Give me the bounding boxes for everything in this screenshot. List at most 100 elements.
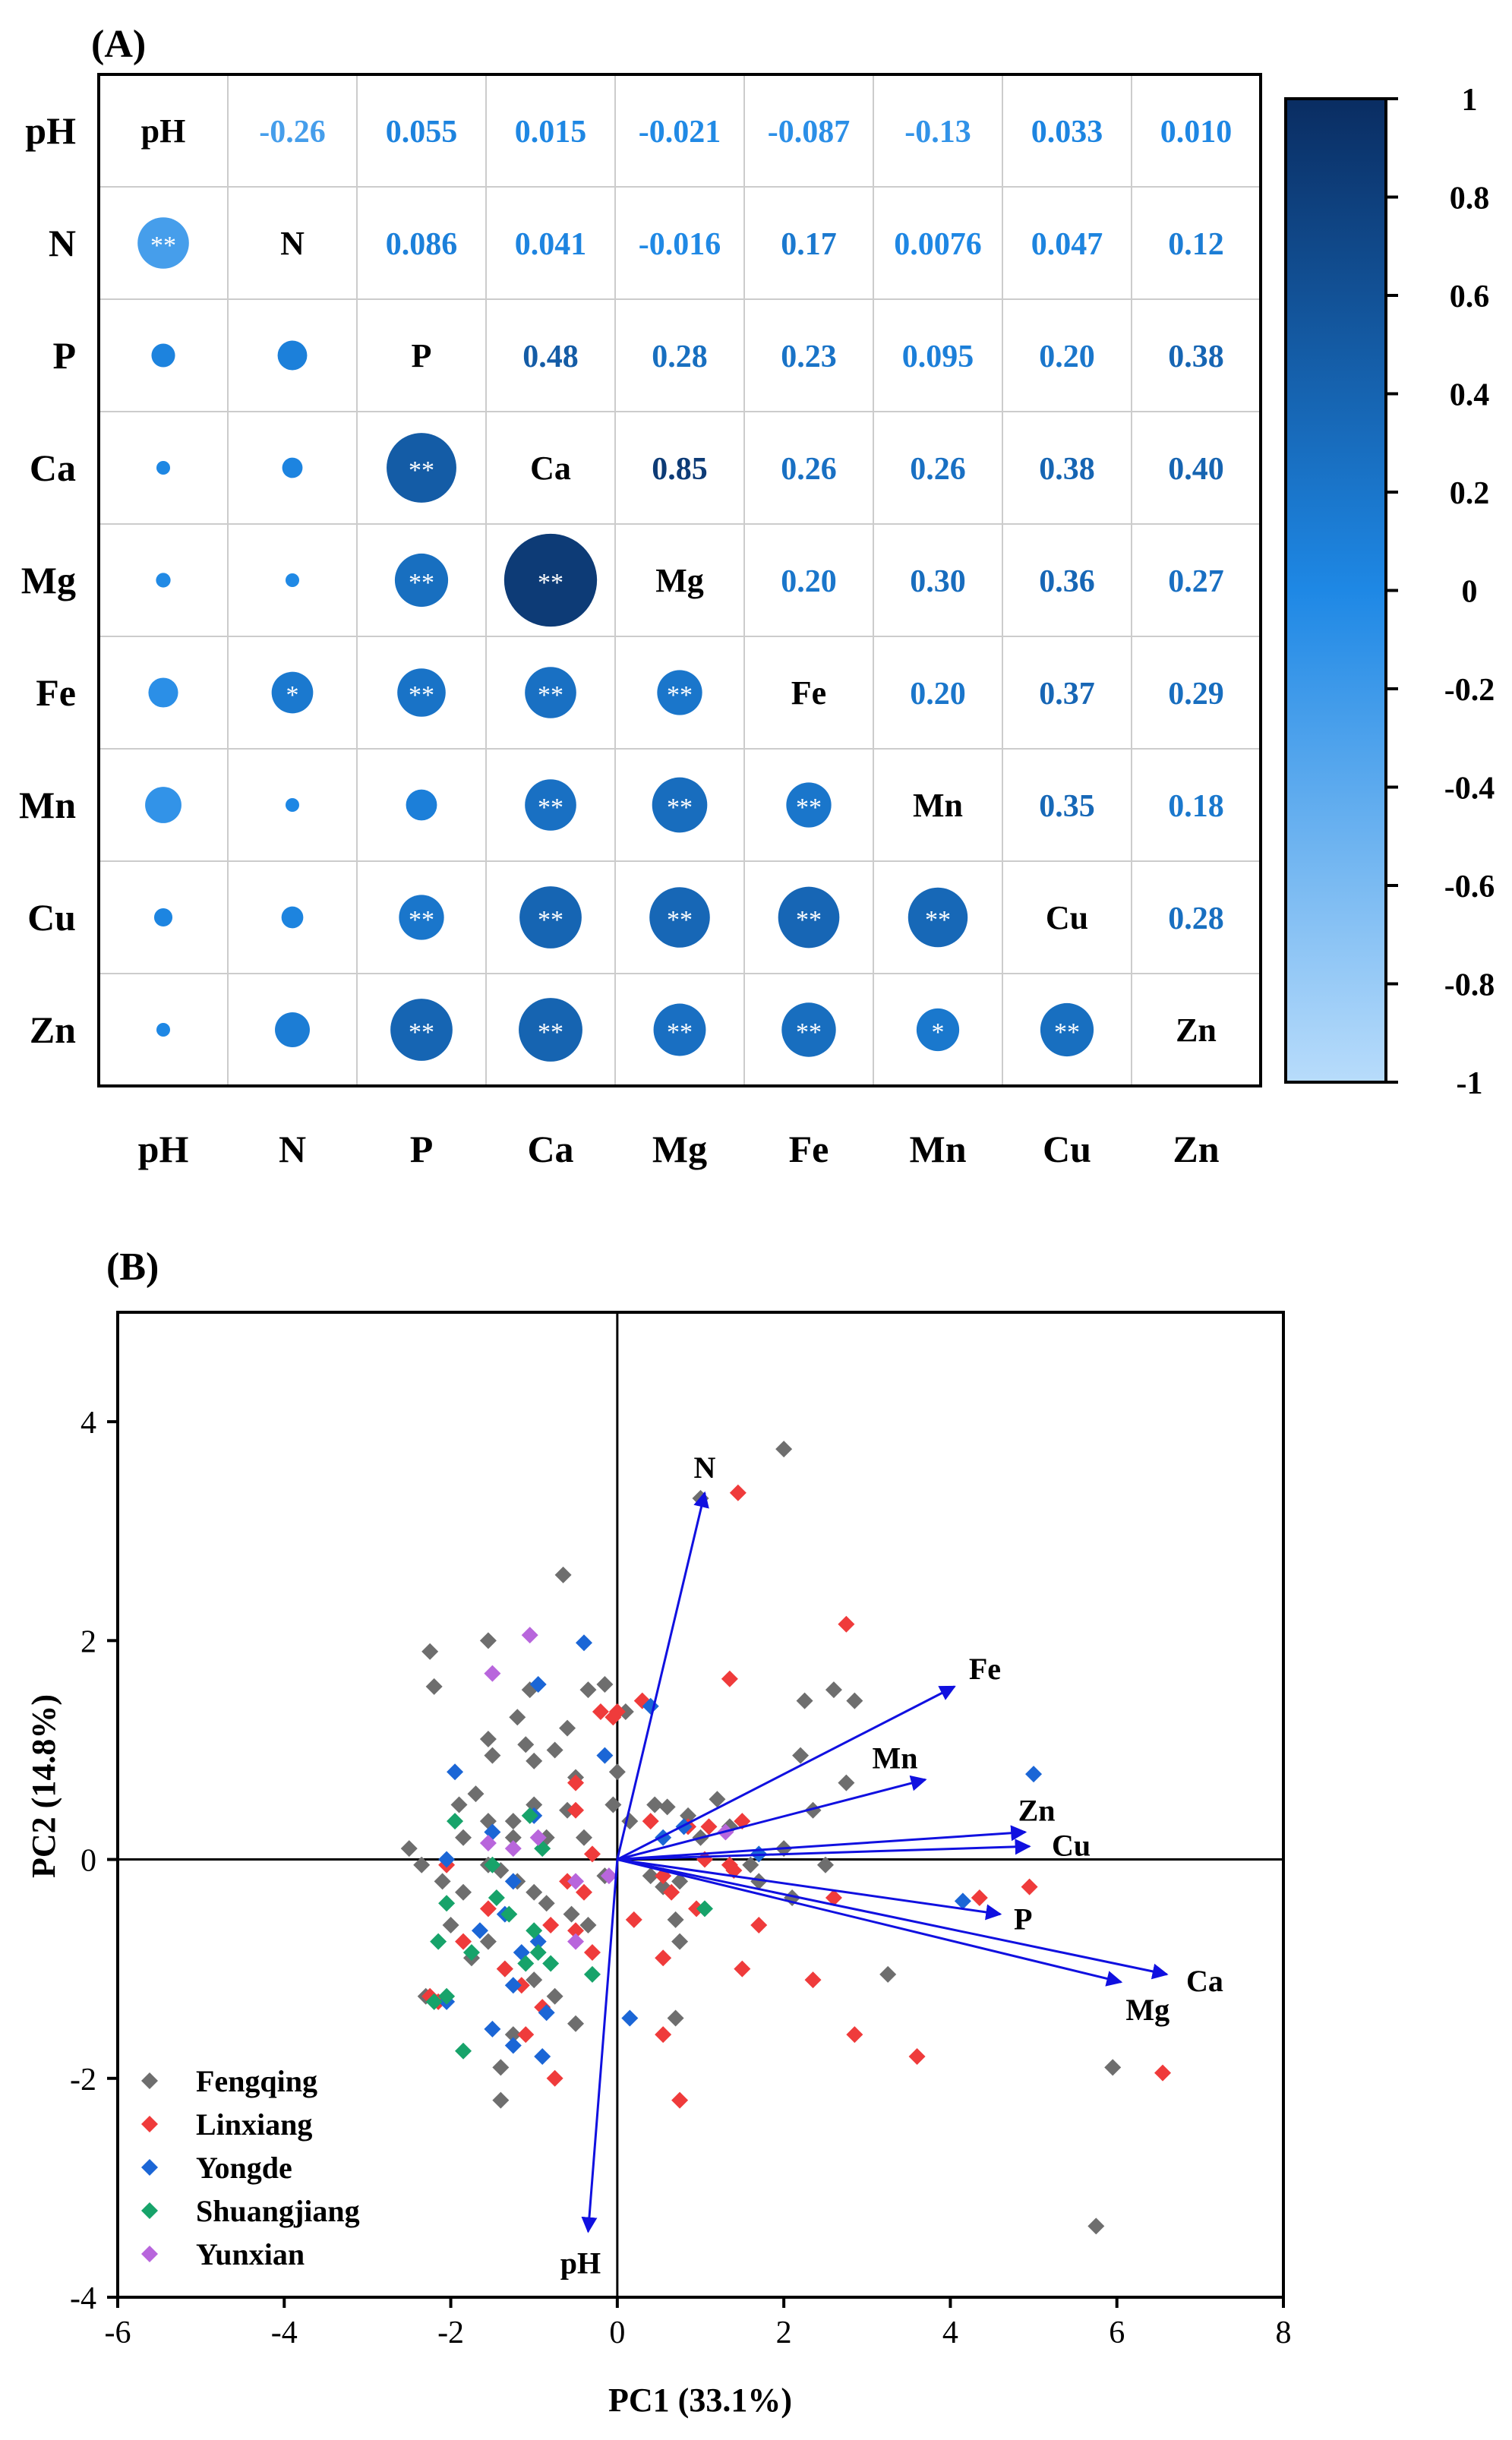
shuangjiang-point bbox=[455, 2042, 472, 2060]
linxiang-point bbox=[642, 1813, 659, 1830]
correlation-circle bbox=[282, 457, 303, 478]
column-label: P bbox=[410, 1128, 434, 1170]
fengqing-point bbox=[1104, 2059, 1122, 2076]
yongde-point bbox=[596, 1747, 614, 1764]
significance-mark: ** bbox=[538, 1018, 563, 1046]
correlation-value: 0.35 bbox=[1039, 789, 1095, 824]
colorbar-tick-label: -1 bbox=[1457, 1066, 1483, 1101]
loading-arrow-ph bbox=[581, 1859, 619, 2233]
diagonal-label: Mn bbox=[913, 787, 963, 824]
correlation-circle bbox=[153, 908, 173, 927]
column-label: pH bbox=[138, 1128, 189, 1170]
shuangjiang-point bbox=[488, 1889, 505, 1906]
correlation-value: 0.48 bbox=[522, 339, 579, 374]
panel-b-label: (B) bbox=[106, 1245, 159, 1289]
fengqing-point bbox=[504, 2026, 522, 2044]
x-tick-label: -2 bbox=[437, 2315, 464, 2350]
legend-label: Linxiang bbox=[196, 2107, 312, 2142]
yunxian-point bbox=[521, 1627, 538, 1644]
linxiang-point bbox=[625, 1911, 642, 1928]
significance-mark: ** bbox=[538, 906, 563, 934]
row-label: pH bbox=[25, 109, 76, 152]
yongde-point bbox=[534, 2047, 551, 2065]
fengqing-point bbox=[450, 1796, 468, 1813]
column-label: Fe bbox=[789, 1128, 829, 1170]
correlation-circle bbox=[525, 779, 576, 831]
legend-label: Shuangjiang bbox=[196, 2194, 360, 2228]
colorbar-tick-label: 0 bbox=[1462, 575, 1478, 610]
diagonal-label: Mg bbox=[655, 562, 704, 599]
panel-a-label: (A) bbox=[91, 23, 146, 66]
diagonal-label: P bbox=[412, 337, 432, 374]
legend-marker bbox=[141, 2246, 158, 2262]
fengqing-point bbox=[646, 1796, 664, 1813]
fengqing-point bbox=[671, 1873, 689, 1890]
correlation-value: 0.095 bbox=[902, 339, 974, 374]
correlation-value: 0.37 bbox=[1039, 677, 1095, 712]
yongde-point bbox=[484, 1823, 501, 1841]
shuangjiang-point bbox=[500, 1905, 518, 1923]
yongde-point bbox=[504, 1977, 522, 1994]
yongde-point bbox=[471, 1922, 488, 1940]
fengqing-point bbox=[825, 1681, 842, 1699]
shuangjiang-point bbox=[521, 1807, 538, 1824]
shuangjiang-point bbox=[529, 1944, 547, 1962]
fengqing-point bbox=[642, 1867, 659, 1885]
diagonal-label: Fe bbox=[791, 674, 826, 712]
row-label: Ca bbox=[30, 447, 76, 489]
correlation-circle bbox=[397, 668, 446, 717]
row-label: N bbox=[49, 222, 76, 264]
x-tick-label: 8 bbox=[1276, 2315, 1292, 2350]
shuangjiang-point bbox=[438, 1987, 456, 2005]
column-label: Cu bbox=[1043, 1128, 1091, 1170]
correlation-circle bbox=[652, 777, 708, 833]
yongde-point bbox=[513, 1944, 530, 1962]
matrix-cells: pH -0.26 0.055 0.015 -0.021 -0.087 -0.13 0.033 0… bbox=[137, 112, 1232, 1062]
colorbar-tick-label: -0.2 bbox=[1444, 673, 1495, 708]
significance-mark: ** bbox=[925, 906, 951, 934]
correlation-value: -0.13 bbox=[904, 115, 971, 150]
correlation-circle bbox=[519, 886, 582, 949]
loading-label: Ca bbox=[1186, 1964, 1223, 1998]
loading-label: P bbox=[1014, 1902, 1032, 1937]
fengqing-point bbox=[479, 1731, 497, 1748]
significance-mark: ** bbox=[409, 906, 434, 934]
correlation-value: 0.28 bbox=[652, 339, 708, 374]
linxiang-point bbox=[567, 1801, 585, 1819]
correlation-value: 0.28 bbox=[1168, 901, 1224, 936]
fengqing-point bbox=[576, 1829, 592, 1846]
yongde-point bbox=[1025, 1766, 1043, 1783]
linxiang-point bbox=[604, 1709, 622, 1726]
linxiang-point bbox=[671, 2091, 689, 2109]
biplot-axes: -6 -4 -2 0 2 4 6 8 -4 -2 0 2 4 bbox=[70, 1311, 1292, 2350]
linxiang-point bbox=[721, 1670, 738, 1687]
colorbar-tick-label: -0.6 bbox=[1444, 870, 1495, 904]
fengqing-point bbox=[792, 1747, 810, 1764]
correlation-value: 0.086 bbox=[386, 227, 458, 262]
loading-arrow-mn bbox=[617, 1775, 927, 1861]
fengqing-point bbox=[671, 1933, 689, 1950]
column-label: Zn bbox=[1173, 1128, 1219, 1170]
correlation-circle bbox=[1040, 1002, 1094, 1057]
correlation-circle bbox=[277, 340, 308, 371]
significance-mark: ** bbox=[796, 906, 822, 934]
significance-mark: ** bbox=[409, 1018, 434, 1046]
linxiang-point bbox=[750, 1917, 768, 1934]
linxiang-point bbox=[496, 1960, 513, 1978]
correlation-value: 0.26 bbox=[910, 452, 966, 487]
y-tick-label: 0 bbox=[80, 1844, 96, 1879]
loading-label: Mg bbox=[1125, 1993, 1170, 2027]
yunxian-point bbox=[484, 1665, 501, 1682]
correlation-circle bbox=[145, 787, 182, 823]
y-axis-label: PC2 (14.8%) bbox=[25, 1694, 62, 1878]
loading-label: pH bbox=[560, 2246, 601, 2281]
diagonal-label: Cu bbox=[1046, 899, 1088, 936]
correlation-value: 0.38 bbox=[1168, 339, 1224, 374]
correlation-value: 0.26 bbox=[781, 452, 837, 487]
significance-mark: ** bbox=[667, 906, 693, 934]
loading-label: Fe bbox=[969, 1652, 1001, 1686]
fengqing-point bbox=[608, 1763, 626, 1781]
fengqing-point bbox=[413, 1856, 431, 1873]
colorbar-tick-label: 0.8 bbox=[1450, 182, 1490, 216]
correlation-matrix-chart: (A) pH -0.26 0.055 0.015 -0.021 -0.087 -0.13 0.… bbox=[19, 23, 1495, 1170]
